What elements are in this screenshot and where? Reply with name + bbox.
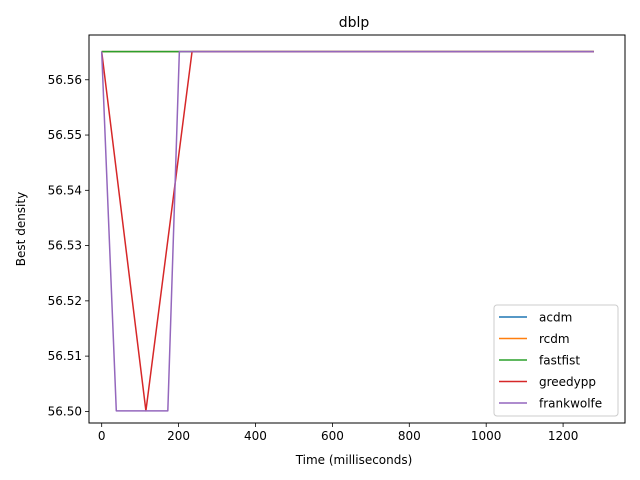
y-tick-label: 56.54: [48, 183, 82, 197]
y-tick-label: 56.55: [48, 128, 82, 142]
y-tick-label: 56.53: [48, 239, 82, 253]
x-axis: 0 200 400 600 800 1000 1200: [98, 423, 578, 443]
plot-lines: [100, 50, 594, 412]
x-tick-label: 400: [244, 429, 267, 443]
chart-title: dblp: [339, 15, 370, 31]
y-tick-label: 56.51: [48, 349, 82, 363]
x-tick-label: 600: [321, 429, 344, 443]
legend-label-greedypp: greedypp: [539, 375, 596, 389]
x-axis-label: Time (milliseconds): [295, 453, 413, 467]
y-tick-label: 56.52: [48, 294, 82, 308]
legend-label-fastfist: fastfist: [539, 354, 580, 368]
x-tick-label: 200: [167, 429, 190, 443]
series-line-frankwolfe: [100, 50, 594, 412]
legend-label-rcdm: rcdm: [539, 332, 570, 346]
x-tick-label: 1200: [548, 429, 579, 443]
legend-label-acdm: acdm: [539, 311, 572, 325]
x-tick-label: 1000: [471, 429, 502, 443]
y-tick-label: 56.56: [48, 73, 82, 87]
legend-box: [493, 304, 619, 417]
y-axis: 56.50 56.51 56.52 56.53 56.54 56.55 56.56: [48, 73, 89, 418]
x-tick-label: 0: [98, 429, 106, 443]
legend-label-frankwolfe: frankwolfe: [539, 397, 602, 411]
legend: acdm rcdm fastfist greedypp frankwolfe: [493, 304, 619, 417]
y-tick-label: 56.50: [48, 404, 82, 418]
y-axis-label: Best density: [14, 192, 28, 266]
plot-frame: [88, 34, 626, 424]
x-tick-label: 800: [398, 429, 421, 443]
